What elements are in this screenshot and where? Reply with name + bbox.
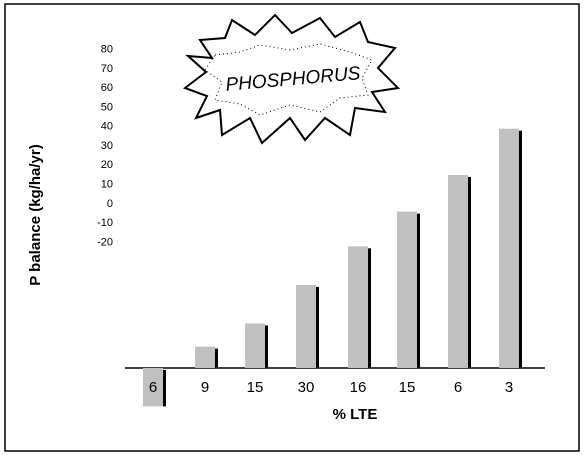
x-tick-label: 15 [399,379,416,396]
y-tick-label: 80 [101,44,113,56]
bar [448,175,468,368]
chart: PHOSPHORUS P balance (kg/ha/yr) % LTE 80… [0,0,585,455]
bar [397,212,417,368]
y-tick-label: 40 [101,121,113,133]
bar [195,347,215,368]
y-tick-label: 0 [107,198,113,210]
bar-shadow [368,248,371,368]
y-tick-label: -10 [97,217,113,229]
y-tick-label: 50 [101,101,113,113]
y-tick-label: 10 [101,179,113,191]
bar-shadow [468,177,471,368]
bar-shadow [417,214,420,368]
x-tick-label: 3 [505,379,513,396]
y-axis-title: P balance (kg/ha/yr) [27,144,44,285]
x-tick-label: 16 [350,379,367,396]
y-tick-label: 20 [101,159,113,171]
bar [245,323,265,368]
bar-shadow [215,349,218,368]
bar [348,246,368,368]
x-tick-label: 15 [247,379,264,396]
x-tick-label: 9 [201,379,209,396]
x-tick-label: 30 [298,379,315,396]
x-tick-label: 6 [149,379,157,396]
bar-shadow [519,131,522,368]
y-tick-label: 70 [101,63,113,75]
x-axis-title: % LTE [333,406,378,423]
bar-shadow [316,287,319,368]
bar-shadow [265,325,268,368]
y-tick-label: 60 [101,82,113,94]
bar-shadow [163,370,166,406]
y-tick-label: -20 [97,236,113,248]
x-tick-label: 6 [454,379,462,396]
y-tick-label: 30 [101,140,113,152]
bar [499,129,519,368]
bar [296,285,316,368]
